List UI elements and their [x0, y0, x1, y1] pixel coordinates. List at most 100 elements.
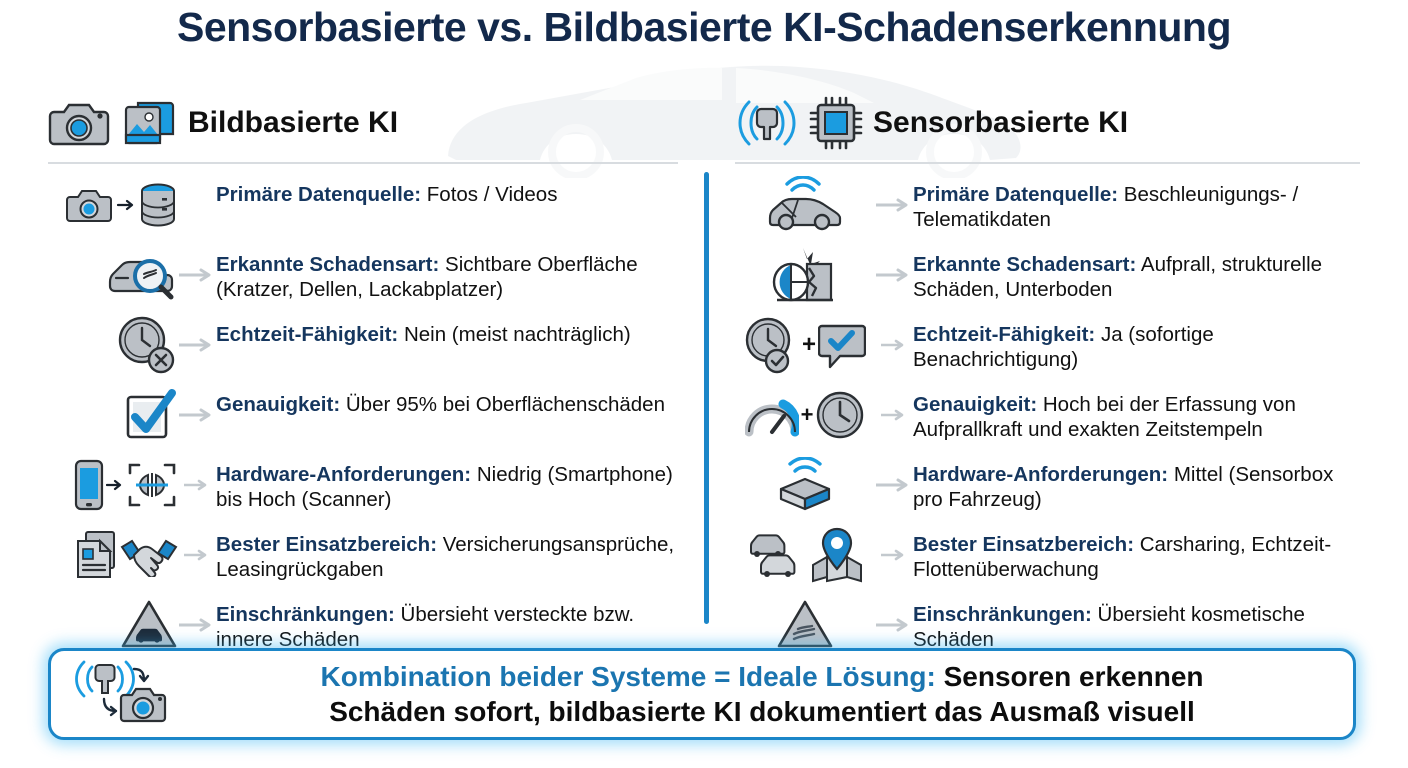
row-arrow	[178, 246, 216, 304]
row-value: Fotos / Videos	[426, 183, 558, 206]
row-value: Hoch bei der Erfassung von Aufprallkraft…	[913, 393, 1296, 441]
row-value: Übersieht versteckte bzw. innere Schäden	[216, 603, 635, 651]
car-fleet-icon	[750, 534, 796, 577]
sensor-waves-icon	[75, 660, 135, 698]
documents-icon	[77, 531, 115, 578]
row-label: Erkannte Schadensart:	[216, 253, 440, 276]
row-icons: +	[735, 386, 875, 444]
row-icons	[735, 176, 875, 234]
list-item: Primäre Datenquelle: Beschleunigungs- / …	[735, 176, 1360, 238]
row-icons	[48, 176, 178, 234]
list-item: + Echtzeit-Fähigkeit: Ja (sofortige Bena…	[735, 316, 1360, 378]
row-value: Übersieht kosmetische Schäden	[913, 603, 1305, 651]
row-label: Einschränkungen:	[913, 603, 1092, 626]
car-signal-icon	[768, 176, 842, 231]
photo-stack-icon	[120, 97, 178, 149]
row-icons	[48, 456, 178, 514]
gauge-icon	[744, 399, 799, 437]
arrow-small-icon	[106, 479, 122, 491]
page-title: Sensorbasierte vs. Bildbasierte KI-Schad…	[176, 4, 1232, 50]
row-label: Genauigkeit:	[913, 393, 1038, 416]
scanner-icon	[128, 463, 176, 507]
row-arrow	[875, 526, 913, 584]
row-label: Bester Einsatzbereich:	[913, 533, 1135, 556]
row-label: Hardware-Anforderungen:	[913, 463, 1169, 486]
row-text: Einschränkungen: Übersieht kosmetische S…	[913, 596, 1360, 652]
row-icons	[735, 246, 875, 304]
row-text: Primäre Datenquelle: Beschleunigungs- / …	[913, 176, 1360, 232]
row-arrow	[178, 176, 216, 234]
row-icons	[48, 386, 178, 444]
camera-icon	[66, 190, 112, 222]
list-item: Bester Einsatzbereich: Carsharing, Echtz…	[735, 526, 1360, 588]
car-magnifier-icon	[108, 259, 174, 300]
list-item: Primäre Datenquelle: Fotos / Videos	[48, 176, 678, 238]
list-item: Einschränkungen: Übersieht kosmetische S…	[735, 596, 1360, 658]
row-text: Genauigkeit: Über 95% bei Oberflächensch…	[216, 386, 678, 417]
clock-cross-icon	[118, 316, 175, 374]
column-sensor-based: Sensorbasierte KI Primäre Datenquelle: B…	[735, 92, 1360, 666]
row-arrow	[875, 456, 913, 514]
row-text: Erkannte Schadensart: Sichtbare Oberfläc…	[216, 246, 678, 302]
row-label: Primäre Datenquelle:	[216, 183, 422, 206]
row-value: Ja (sofortige Benachrichtigung)	[913, 323, 1214, 371]
banner-text: Kombination beider Systeme = Ideale Lösu…	[195, 659, 1339, 729]
chat-check-icon	[818, 324, 866, 369]
row-label: Genauigkeit:	[216, 393, 341, 416]
row-arrow	[178, 596, 216, 654]
row-value: Über 95% bei Oberflächenschäden	[345, 393, 665, 416]
list-item: Einschränkungen: Übersieht versteckte bz…	[48, 596, 678, 658]
row-label: Hardware-Anforderungen:	[216, 463, 472, 486]
banner-line1-rest: Sensoren erkennen	[935, 661, 1204, 692]
row-icons	[48, 246, 178, 304]
sensorbox-icon	[779, 457, 831, 511]
column-image-based: Bildbasierte KI Primäre Datenquelle: Fot…	[48, 92, 678, 666]
database-icon	[141, 183, 175, 227]
row-text: Bester Einsatzbereich: Carsharing, Echtz…	[913, 526, 1360, 582]
row-icons	[735, 456, 875, 514]
row-arrow	[875, 246, 913, 304]
row-label: Echtzeit-Fähigkeit:	[216, 323, 399, 346]
row-label: Echtzeit-Fähigkeit:	[913, 323, 1096, 346]
column-divider	[704, 172, 709, 624]
list-item: Genauigkeit: Über 95% bei Oberflächensch…	[48, 386, 678, 448]
row-text: Hardware-Anforderungen: Mittel (Sensorbo…	[913, 456, 1360, 512]
warning-car-icon	[121, 600, 177, 648]
row-arrow	[178, 456, 216, 514]
banner-icons	[65, 654, 195, 734]
plus-sign: +	[800, 402, 814, 427]
header-divider-left	[48, 162, 678, 164]
row-arrow	[875, 386, 913, 444]
row-text: Primäre Datenquelle: Fotos / Videos	[216, 176, 678, 207]
row-arrow	[875, 176, 913, 234]
row-value: Aufprall, strukturelle Schäden, Unterbod…	[913, 253, 1323, 301]
banner-highlight: Kombination beider Systeme = Ideale Lösu…	[320, 661, 936, 692]
row-text: Hardware-Anforderungen: Niedrig (Smartph…	[216, 456, 678, 512]
column-header-image-based: Bildbasierte KI	[48, 92, 678, 154]
plus-sign: +	[801, 331, 816, 358]
list-item: Echtzeit-Fähigkeit: Nein (meist nachträg…	[48, 316, 678, 378]
column-title: Bildbasierte KI	[188, 106, 399, 139]
banner-line2: Schäden sofort, bildbasierte KI dokument…	[329, 696, 1195, 727]
handshake-icon	[120, 539, 178, 577]
row-value: Nein (meist nachträglich)	[403, 323, 631, 346]
row-value: Beschleunigungs- / Telematikdaten	[913, 183, 1299, 231]
clock-icon	[817, 391, 864, 439]
microchip-icon	[809, 96, 863, 150]
clock-check-icon	[745, 317, 791, 374]
row-arrow	[875, 316, 913, 374]
row-label: Primäre Datenquelle:	[913, 183, 1119, 206]
checkbox-icon	[126, 389, 176, 439]
row-icons	[735, 596, 875, 654]
list-item: Erkannte Schadensart: Sichtbare Oberfläc…	[48, 246, 678, 308]
camera-icon	[119, 687, 167, 723]
row-text: Genauigkeit: Hoch bei der Erfassung von …	[913, 386, 1360, 442]
feature-list-image-based: Primäre Datenquelle: Fotos / Videos Erka…	[48, 176, 678, 658]
row-value: Niedrig (Smartphone) bis Hoch (Scanner)	[216, 463, 673, 511]
row-icons: +	[735, 316, 875, 374]
row-arrow	[178, 526, 216, 584]
row-value: Carsharing, Echtzeit-Flottenüberwachung	[913, 533, 1332, 581]
list-item: Bester Einsatzbereich: Versicherungsansp…	[48, 526, 678, 588]
sensor-waves-icon	[735, 97, 799, 149]
list-item: + Genauigkeit: Hoch bei der Erfassung vo…	[735, 386, 1360, 448]
